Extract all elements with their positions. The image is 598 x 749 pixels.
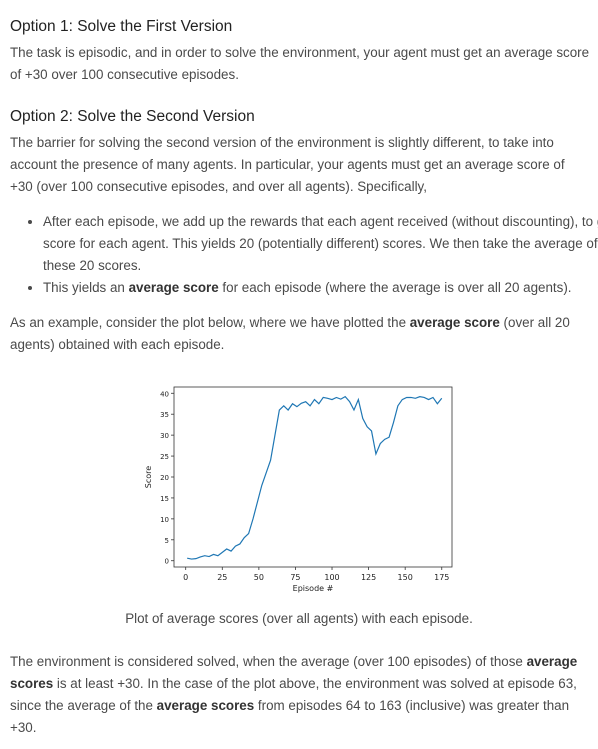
x-tick-label: 0 xyxy=(183,573,188,582)
bold-text: average score xyxy=(128,280,219,295)
paragraph: As an example, consider the plot below, … xyxy=(10,312,590,356)
data-line xyxy=(187,395,443,560)
x-tick-label: 150 xyxy=(398,573,413,582)
text: After each episode, we add up the reward… xyxy=(43,214,598,273)
x-tick-label: 75 xyxy=(290,573,300,582)
x-tick-label: 25 xyxy=(217,573,227,582)
bold-text: average score xyxy=(409,315,500,330)
x-tick-label: 175 xyxy=(434,573,449,582)
y-tick-label: 30 xyxy=(160,432,169,440)
bold-text: average scores xyxy=(10,654,578,691)
y-tick-label: 15 xyxy=(160,495,169,503)
text: The environment is considered solved, wh… xyxy=(10,654,527,669)
text: is at least +30. In the case of the plot… xyxy=(10,676,577,713)
y-tick-label: 5 xyxy=(165,537,169,545)
paragraph: The environment is considered solved, wh… xyxy=(10,651,590,739)
x-tick-label: 100 xyxy=(324,573,339,582)
x-tick-label: 50 xyxy=(254,573,264,582)
text: from episodes 64 to 163 (inclusive) was … xyxy=(10,698,570,735)
bold-text: average scores xyxy=(156,698,255,713)
y-tick-label: 35 xyxy=(160,411,169,419)
y-tick-label: 10 xyxy=(160,516,169,524)
x-tick-label: 125 xyxy=(361,573,376,582)
paragraph: The task is episodic, and in order to so… xyxy=(10,45,590,82)
bullet: After each episode, we add up the reward… xyxy=(43,211,598,277)
text: (over all 20 agents) obtained with each … xyxy=(10,315,570,352)
y-tick-label: 20 xyxy=(160,474,169,482)
y-tick-label: 0 xyxy=(165,558,169,566)
text: for each episode (where the average is o… xyxy=(218,280,572,295)
paragraph: The barrier for solving the second versi… xyxy=(10,135,565,194)
text: This yields an xyxy=(43,280,129,295)
heading: Option 1: Solve the First Version xyxy=(10,18,233,35)
caption: Plot of average scores (over all agents)… xyxy=(125,611,473,626)
heading: Option 2: Solve the Second Version xyxy=(10,108,255,125)
plot-frame xyxy=(173,386,453,568)
y-axis-label: Score xyxy=(144,466,153,488)
y-tick-label: 40 xyxy=(160,390,169,398)
x-axis-label: Episode # xyxy=(293,584,334,593)
bullet-list: After each episode, we add up the reward… xyxy=(0,211,598,299)
y-tick-label: 25 xyxy=(160,453,169,461)
text: As an example, consider the plot below, … xyxy=(10,315,410,330)
bullet: This yields an average score for each ep… xyxy=(43,277,598,299)
